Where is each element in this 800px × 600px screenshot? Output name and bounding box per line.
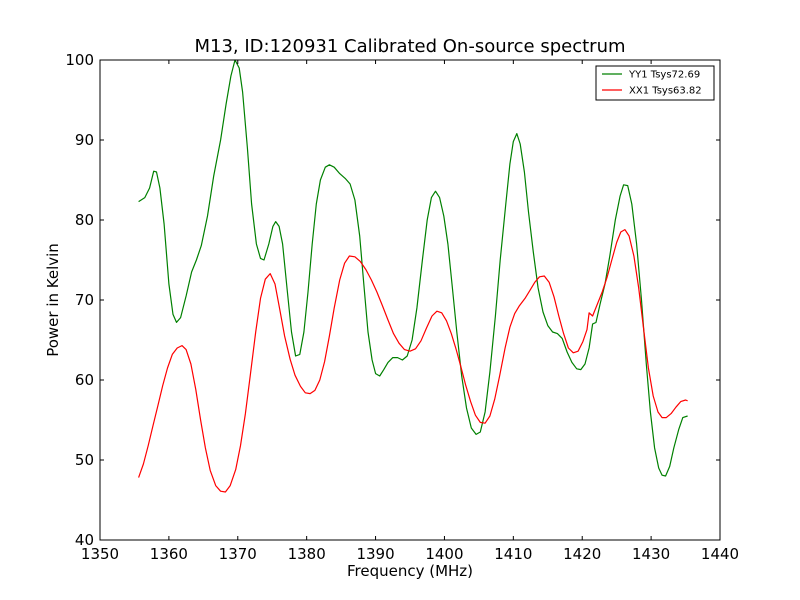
y-axis-label: Power in Kelvin (44, 243, 62, 357)
x-tick-label: 1440 (701, 545, 739, 563)
x-tick-label: 1400 (425, 545, 463, 563)
y-tick-label: 40 (75, 531, 94, 549)
legend: YY1 Tsys72.69 XX1 Tsys63.82 (595, 65, 715, 101)
legend-label-xx1: XX1 Tsys63.82 (629, 86, 702, 97)
legend-box (595, 65, 715, 101)
chart-title: M13, ID:120931 Calibrated On-source spec… (194, 36, 625, 57)
y-tick-label: 100 (65, 51, 94, 69)
y-tick-label: 70 (75, 291, 94, 309)
series-line-xx1 (138, 229, 688, 493)
x-tick-label: 1380 (288, 545, 326, 563)
x-axis-label: Frequency (MHz) (347, 562, 473, 580)
y-tick-label: 60 (75, 371, 94, 389)
y-axis: 40 50 60 70 80 90 100 (65, 51, 720, 549)
x-axis: 1350 1360 1370 1380 1390 1400 1410 1420 1430 1440 (81, 60, 739, 563)
x-tick-label: 1350 (81, 545, 119, 563)
x-tick-label: 1390 (356, 545, 394, 563)
plot-area (100, 60, 720, 540)
x-tick-label: 1370 (219, 545, 257, 563)
series-layer (138, 59, 688, 493)
y-tick-label: 90 (75, 131, 94, 149)
x-tick-label: 1410 (494, 545, 532, 563)
y-tick-label: 80 (75, 211, 94, 229)
x-tick-label: 1360 (150, 545, 188, 563)
y-tick-label: 50 (75, 451, 94, 469)
legend-label-yy1: YY1 Tsys72.69 (628, 70, 700, 81)
x-tick-label: 1420 (563, 545, 601, 563)
series-line-yy1 (138, 59, 688, 477)
x-tick-label: 1430 (632, 545, 670, 563)
